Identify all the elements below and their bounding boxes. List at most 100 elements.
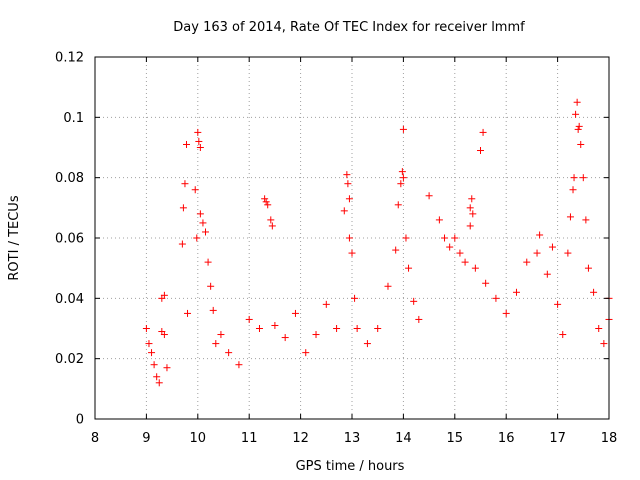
data-point: [150, 361, 158, 369]
data-point: [363, 340, 371, 348]
data-point: [543, 270, 551, 278]
data-point: [196, 210, 204, 218]
data-point: [261, 195, 269, 203]
data-point: [255, 325, 263, 332]
data-point: [523, 258, 531, 266]
data-point: [479, 128, 487, 136]
data-point: [512, 288, 520, 296]
data-point: [425, 192, 433, 200]
data-point: [402, 234, 410, 242]
data-point: [392, 246, 400, 254]
data-point: [399, 174, 407, 182]
data-point: [600, 340, 608, 348]
x-tick-label: 13: [344, 431, 361, 446]
data-point: [351, 294, 359, 302]
data-point: [179, 204, 187, 212]
data-point: [291, 309, 299, 317]
data-point: [153, 373, 161, 381]
data-point: [575, 122, 583, 130]
data-point: [533, 249, 541, 257]
data-point: [343, 171, 351, 179]
data-point: [410, 297, 418, 305]
data-point: [184, 309, 192, 317]
data-point: [415, 315, 423, 323]
data-point: [399, 125, 407, 133]
data-point: [502, 309, 510, 317]
data-point: [405, 264, 413, 272]
data-point: [145, 340, 153, 348]
data-points: [142, 98, 613, 387]
data-point: [471, 264, 479, 272]
x-tick-label: 14: [395, 431, 412, 446]
data-point: [209, 306, 217, 314]
data-point: [554, 300, 562, 308]
data-point: [245, 315, 253, 323]
y-tick-label: 0.12: [55, 51, 84, 66]
x-tick-label: 15: [447, 431, 464, 446]
y-tick-label: 0.06: [55, 232, 84, 247]
data-point: [466, 222, 474, 230]
data-point: [536, 231, 544, 239]
data-point: [451, 234, 459, 242]
data-point: [178, 240, 186, 248]
data-point: [477, 147, 484, 155]
x-tick-label: 11: [241, 431, 258, 446]
x-tick-label: 9: [142, 431, 150, 446]
data-point: [271, 321, 279, 329]
axes: 8 9 10 11 12 13 14 15 16 17 18 0 0.02 0.04 0.06 0.08 0.1…: [55, 51, 617, 447]
data-point: [584, 264, 592, 272]
data-point: [345, 234, 353, 242]
data-point: [468, 195, 476, 203]
data-point: [572, 110, 580, 118]
data-point: [142, 325, 150, 332]
data-point: [394, 201, 402, 209]
data-point: [384, 282, 392, 290]
x-tick-label: 18: [601, 431, 618, 446]
data-point: [212, 340, 220, 348]
data-point: [202, 228, 210, 236]
data-point: [353, 325, 361, 332]
x-tick-label: 16: [498, 431, 515, 446]
data-point: [193, 234, 201, 242]
data-point: [267, 216, 275, 224]
data-point: [492, 294, 500, 302]
data-point: [345, 195, 353, 203]
y-tick-label: 0.1: [63, 111, 84, 126]
data-point: [573, 98, 581, 106]
data-point: [398, 168, 406, 176]
data-point: [374, 325, 382, 332]
data-point: [466, 204, 474, 212]
data-point: [194, 128, 202, 136]
data-point: [456, 249, 464, 257]
x-tick-label: 10: [190, 431, 207, 446]
data-point: [160, 331, 168, 339]
data-point: [217, 331, 225, 339]
data-point: [577, 140, 585, 148]
data-point: [262, 198, 270, 206]
data-point: [348, 249, 356, 257]
data-point: [340, 207, 348, 215]
data-point: [570, 174, 578, 182]
data-point: [548, 243, 556, 251]
x-tick-label: 12: [292, 431, 309, 446]
data-point: [302, 349, 310, 357]
data-point: [312, 331, 320, 339]
data-point: [225, 349, 233, 357]
data-point: [397, 180, 405, 188]
data-point: [268, 222, 276, 230]
data-point: [333, 325, 341, 332]
data-point: [207, 282, 215, 290]
data-point: [163, 364, 171, 372]
x-tick-label: 17: [549, 431, 566, 446]
data-point: [182, 140, 190, 148]
data-point: [148, 349, 156, 357]
data-point: [155, 379, 163, 387]
data-point: [441, 234, 449, 242]
data-point: [281, 334, 289, 342]
y-tick-label: 0.08: [55, 171, 84, 186]
data-point: [235, 361, 243, 369]
data-point: [160, 291, 168, 299]
x-tick-label: 8: [91, 431, 99, 446]
data-point: [199, 219, 207, 227]
